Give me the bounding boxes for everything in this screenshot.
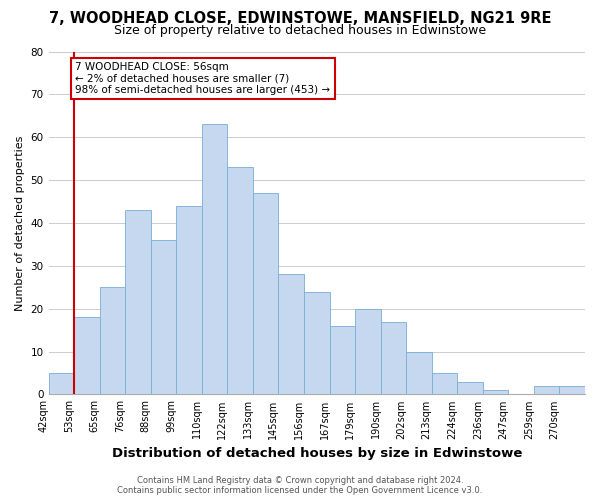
Bar [253, 193, 278, 394]
Bar [483, 390, 508, 394]
Bar [380, 322, 406, 394]
X-axis label: Distribution of detached houses by size in Edwinstowe: Distribution of detached houses by size … [112, 447, 522, 460]
Bar [329, 326, 355, 394]
Bar [278, 274, 304, 394]
Text: 7, WOODHEAD CLOSE, EDWINSTOWE, MANSFIELD, NG21 9RE: 7, WOODHEAD CLOSE, EDWINSTOWE, MANSFIELD… [49, 11, 551, 26]
Bar [100, 288, 125, 395]
Bar [457, 382, 483, 394]
Bar [406, 352, 432, 395]
Bar [432, 373, 457, 394]
Bar [304, 292, 329, 395]
Text: Size of property relative to detached houses in Edwinstowe: Size of property relative to detached ho… [114, 24, 486, 37]
Bar [176, 206, 202, 394]
Bar [559, 386, 585, 394]
Bar [151, 240, 176, 394]
Bar [202, 124, 227, 394]
Bar [227, 167, 253, 394]
Bar [125, 210, 151, 394]
Y-axis label: Number of detached properties: Number of detached properties [15, 136, 25, 310]
Bar [49, 373, 74, 394]
Bar [74, 318, 100, 394]
Text: Contains HM Land Registry data © Crown copyright and database right 2024.
Contai: Contains HM Land Registry data © Crown c… [118, 476, 482, 495]
Text: 7 WOODHEAD CLOSE: 56sqm
← 2% of detached houses are smaller (7)
98% of semi-deta: 7 WOODHEAD CLOSE: 56sqm ← 2% of detached… [76, 62, 331, 95]
Bar [534, 386, 559, 394]
Bar [355, 308, 380, 394]
